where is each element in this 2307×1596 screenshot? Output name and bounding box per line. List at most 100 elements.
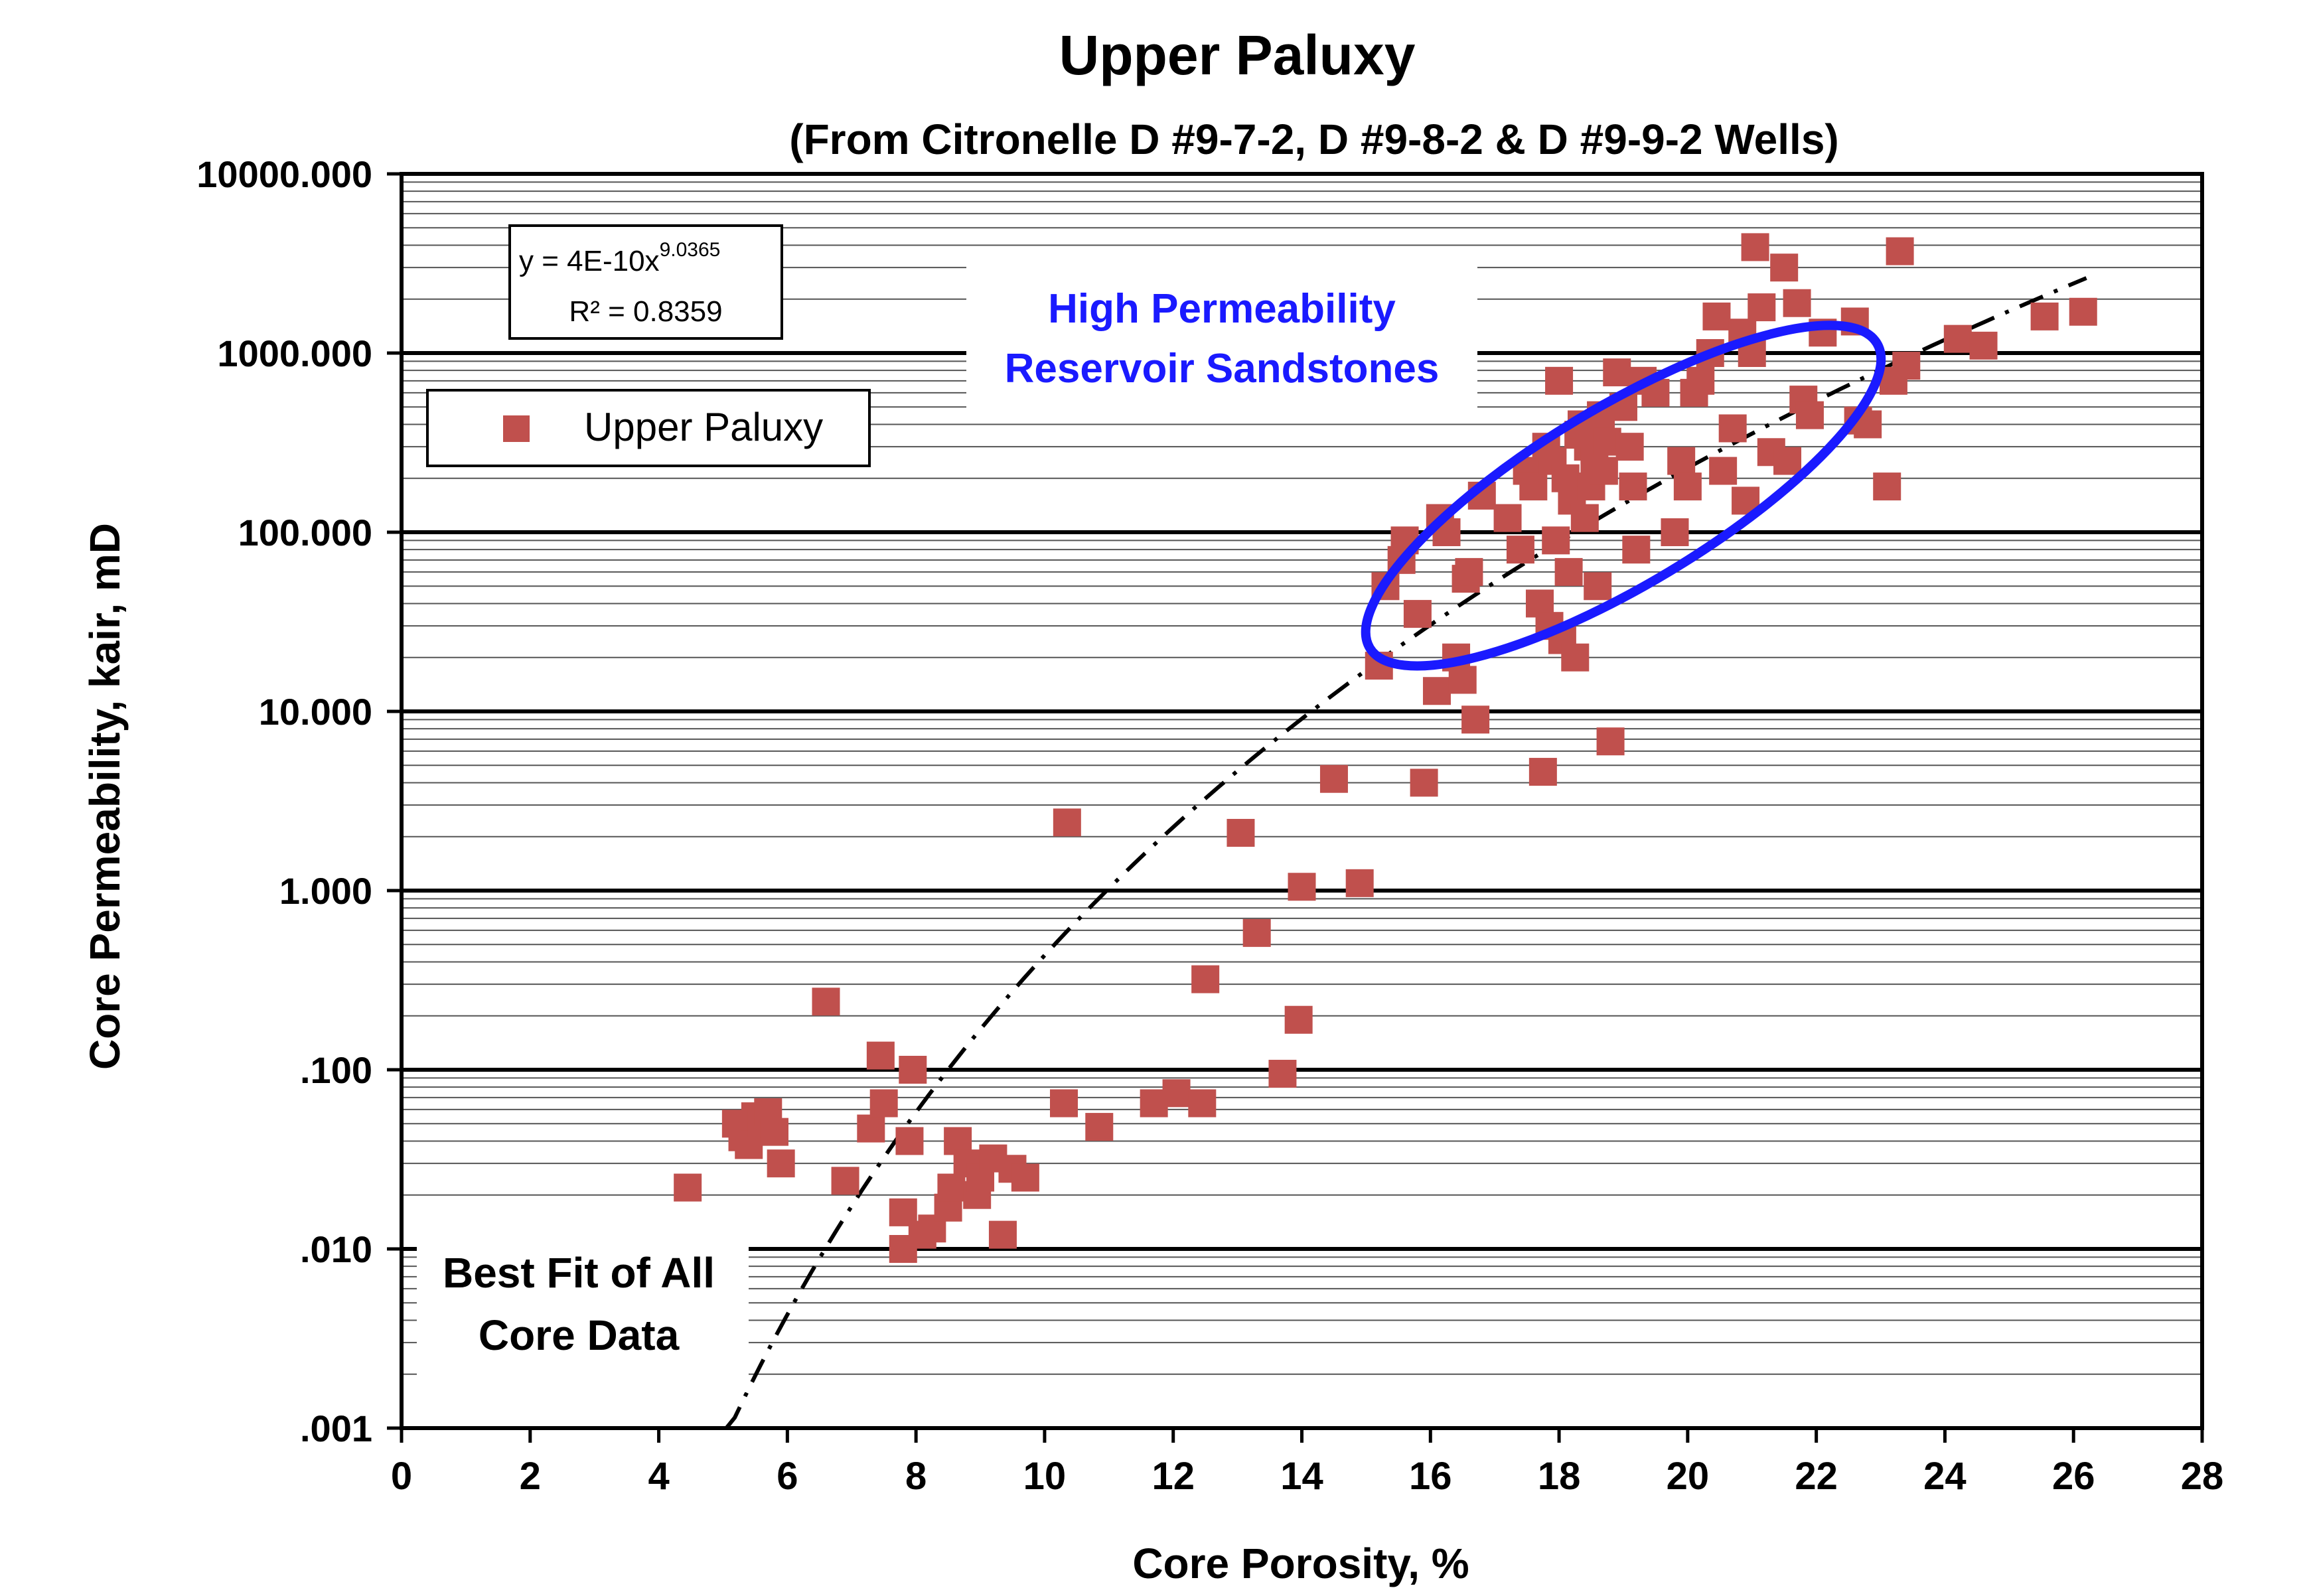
- x-tick-label: 10: [1023, 1455, 1067, 1498]
- data-point: [1969, 331, 1998, 360]
- x-tick-label: 2: [520, 1455, 541, 1498]
- y-tick-label: 1000.000: [217, 332, 372, 374]
- y-tick-label: 10000.000: [196, 153, 372, 195]
- best-fit-label-line1: Best Fit of All: [443, 1249, 715, 1297]
- data-point: [1748, 293, 1776, 322]
- data-point: [1448, 666, 1477, 694]
- data-point: [1686, 366, 1715, 395]
- x-tick-label: 28: [2181, 1455, 2224, 1498]
- data-point: [1873, 472, 1901, 501]
- data-point: [1227, 819, 1255, 847]
- data-point: [1542, 526, 1570, 555]
- x-axis-label: Core Porosity, %: [1132, 1540, 1469, 1587]
- data-point: [1615, 433, 1644, 461]
- x-tick-label: 24: [1923, 1455, 1967, 1498]
- data-point: [1506, 536, 1534, 564]
- trendline-equation: y = 4E-10x9.0365: [519, 239, 720, 277]
- x-tick-label: 4: [648, 1455, 669, 1498]
- data-point: [1085, 1113, 1114, 1141]
- trendline: [724, 276, 2087, 1429]
- x-tick-label: 16: [1409, 1455, 1452, 1498]
- data-point: [1545, 366, 1574, 395]
- chart-title: Upper Paluxy: [1059, 24, 1416, 86]
- data-point: [1162, 1079, 1191, 1108]
- data-point: [1554, 557, 1583, 586]
- data-point: [1584, 572, 1612, 601]
- data-point: [1284, 1005, 1313, 1034]
- data-point: [869, 1089, 898, 1118]
- data-point: [1770, 254, 1799, 282]
- data-point: [988, 1220, 1017, 1249]
- data-point: [760, 1118, 788, 1146]
- trendline-equation-base: y = 4E-10x: [519, 245, 660, 277]
- equation-box: [508, 224, 783, 340]
- data-point: [1410, 768, 1438, 797]
- x-tick-label: 12: [1152, 1455, 1195, 1498]
- trendline-exponent: 9.0365: [660, 239, 721, 261]
- data-point: [2030, 302, 2059, 330]
- x-tick-label: 22: [1795, 1455, 1838, 1498]
- data-point: [1570, 504, 1599, 532]
- data-point: [1783, 289, 1811, 317]
- high-perm-ellipse-layer: [1361, 321, 1886, 671]
- y-axis-label: Core Permeability, kair, mD: [81, 523, 129, 1070]
- data-point: [1741, 233, 1769, 261]
- data-point: [1455, 557, 1483, 586]
- data-point: [1493, 504, 1522, 532]
- y-tick-label: .100: [300, 1049, 372, 1091]
- data-point: [1319, 764, 1348, 793]
- data-point: [895, 1127, 924, 1155]
- x-tick-label: 6: [777, 1455, 798, 1498]
- data-point: [1596, 727, 1625, 756]
- data-point: [831, 1167, 859, 1195]
- y-tick-label: .001: [300, 1408, 372, 1449]
- data-point: [899, 1056, 927, 1084]
- chart-subtitle: (From Citronelle D #9-7-2, D #9-8-2 & D …: [789, 115, 1838, 163]
- data-point: [1345, 869, 1374, 897]
- x-tick-label: 14: [1280, 1455, 1323, 1498]
- y-tick-label: 10.000: [259, 691, 372, 733]
- data-point: [937, 1173, 966, 1202]
- data-point: [767, 1149, 795, 1178]
- x-tick-label: 0: [391, 1455, 412, 1498]
- tick-labels-layer: 0 2 4 6 8 10 12 14 16 18 20 22 24 26 28.001.010.1001.0…: [196, 153, 2223, 1498]
- trendline-layer: [724, 276, 2087, 1429]
- data-point: [1886, 237, 1914, 265]
- x-tick-label: 8: [905, 1455, 927, 1498]
- data-point: [1519, 472, 1548, 501]
- legend-box: [426, 389, 871, 467]
- high-perm-ellipse: [1361, 321, 1886, 671]
- data-point: [1603, 358, 1631, 387]
- data-point: [1709, 457, 1738, 485]
- x-tick-label: 26: [2052, 1455, 2095, 1498]
- x-tick-label: 18: [1538, 1455, 1581, 1498]
- data-point: [1661, 518, 1689, 546]
- high-perm-label-line1: High Permeability: [1048, 286, 1396, 332]
- data-point: [812, 987, 840, 1016]
- data-point: [1892, 352, 1921, 380]
- data-point: [1422, 677, 1451, 705]
- best-fit-label-bg: [417, 1238, 749, 1392]
- data-point: [1528, 758, 1557, 786]
- data-point: [866, 1041, 895, 1070]
- data-point: [1461, 705, 1490, 734]
- data-point: [1242, 918, 1271, 947]
- data-point: [1191, 965, 1220, 993]
- data-point: [674, 1173, 702, 1202]
- data-point: [1673, 472, 1702, 501]
- y-tick-label: 1.000: [279, 870, 372, 912]
- legend-marker-upper-paluxy: [503, 415, 530, 442]
- data-point: [1053, 808, 1081, 837]
- data-point: [1049, 1089, 1078, 1118]
- data-point: [1943, 325, 1972, 353]
- data-point: [1667, 447, 1696, 475]
- data-point: [857, 1114, 885, 1143]
- data-point: [1403, 600, 1432, 628]
- data-point: [1702, 302, 1731, 330]
- legend-label-upper-paluxy: Upper Paluxy: [584, 405, 823, 449]
- trendline-r2: R² = 0.8359: [569, 295, 722, 328]
- best-fit-label-line2: Core Data: [479, 1311, 680, 1359]
- data-point: [1795, 401, 1824, 429]
- data-point: [1188, 1089, 1217, 1118]
